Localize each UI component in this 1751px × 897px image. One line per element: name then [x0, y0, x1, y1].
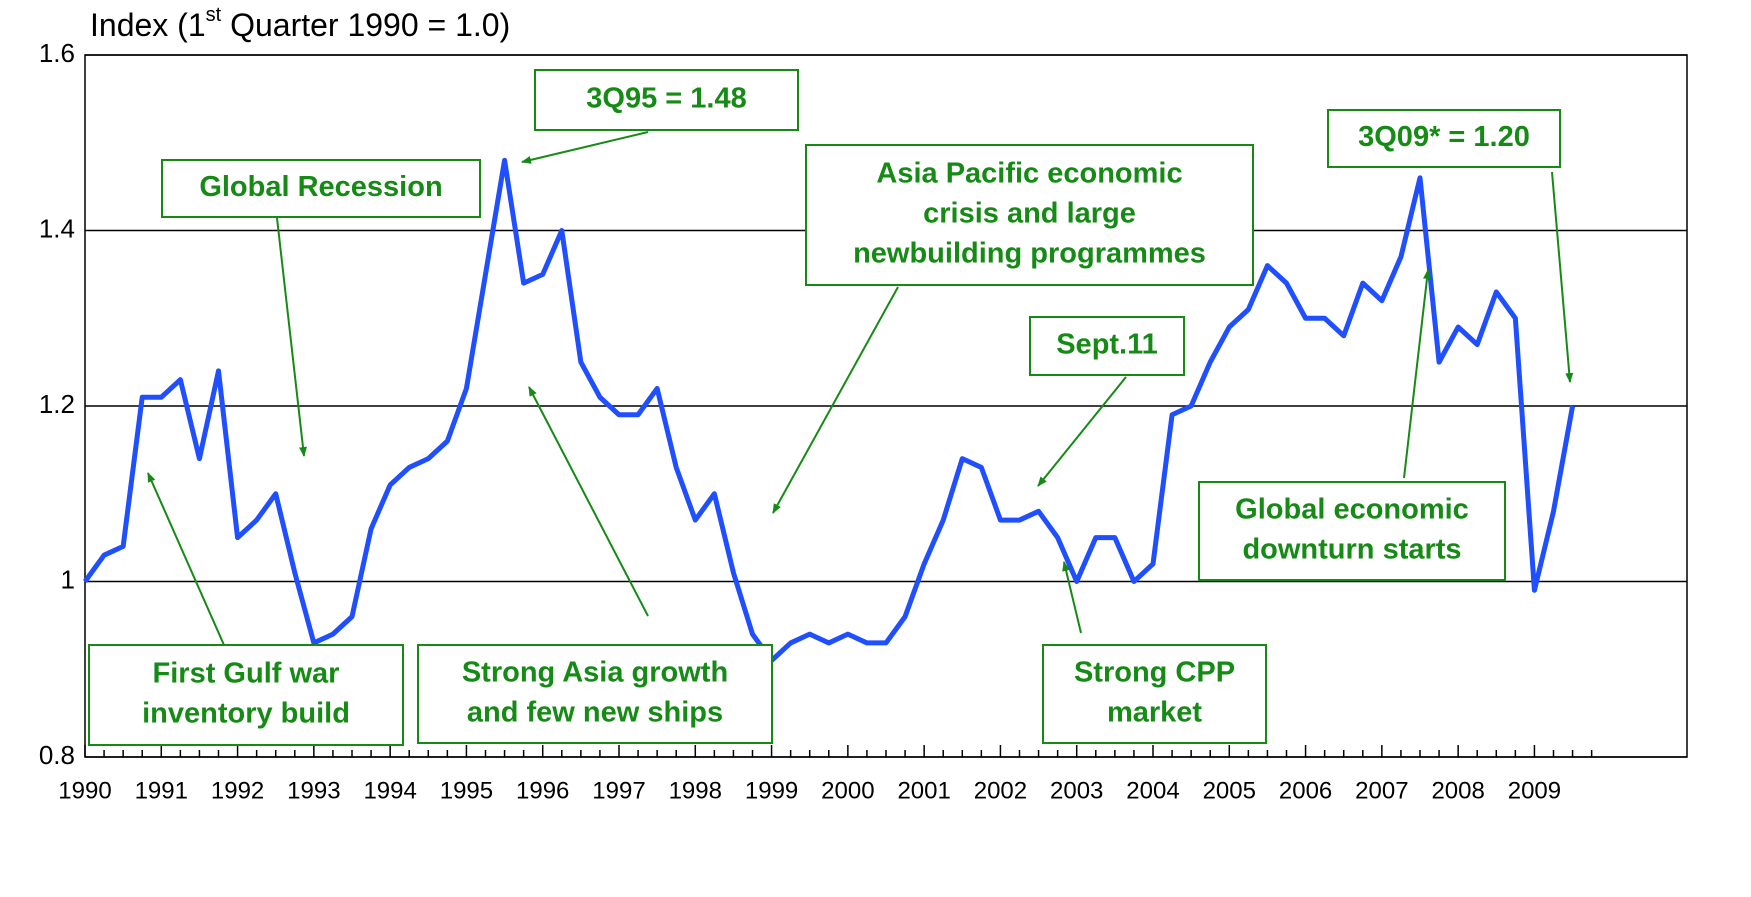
annotation-arrow: [528, 386, 649, 617]
x-tick-label: 1994: [363, 777, 416, 804]
y-tick-label: 1.4: [39, 213, 75, 243]
annotation-arrow: [1403, 269, 1431, 479]
x-tick-label: 2003: [1050, 777, 1103, 804]
series-line: [82, 157, 1576, 663]
annotation-arrow: [521, 131, 649, 164]
title-superscript: st: [206, 4, 222, 26]
annotation-text: Strong CPP: [1074, 657, 1235, 689]
title-part: Index (1: [90, 7, 206, 43]
annotation-text: downturn starts: [1242, 534, 1461, 566]
x-tick-label: 1991: [135, 777, 188, 804]
x-tick-label: 1992: [211, 777, 264, 804]
x-tick-label: 2001: [897, 777, 950, 804]
annotation-text: Sept.11: [1056, 329, 1158, 361]
annotation-text: inventory build: [142, 698, 350, 730]
x-tick-label: 1997: [592, 777, 645, 804]
x-tick-label: 1996: [516, 777, 569, 804]
annotation-text: Asia Pacific economic: [876, 158, 1182, 190]
x-tick-label: 2008: [1431, 777, 1484, 804]
annotation-box: [805, 144, 1254, 286]
annotation-box: [1029, 316, 1185, 376]
annotation-text: First Gulf war: [153, 658, 340, 690]
x-tick-label: 1993: [287, 777, 340, 804]
annotation-box: [1042, 644, 1267, 744]
x-tick-label: 1990: [58, 777, 111, 804]
x-tick-label: 2004: [1126, 777, 1179, 804]
annotation-text: Global economic: [1235, 494, 1469, 526]
x-tick-label: 1999: [745, 777, 798, 804]
annotation-box: [1327, 109, 1561, 168]
annotation-arrow: [1551, 171, 1574, 383]
annotation-text: 3Q95 = 1.48: [586, 83, 746, 115]
annotation-arrow: [1037, 376, 1127, 487]
x-tick-label: 2009: [1508, 777, 1561, 804]
annotation-box: [417, 644, 773, 744]
annotation-arrow: [147, 472, 225, 646]
annotation-text: and few new ships: [467, 697, 723, 729]
x-tick-label: 2002: [974, 777, 1027, 804]
x-tick-label: 2006: [1279, 777, 1332, 804]
x-tick-label: 2005: [1203, 777, 1256, 804]
annotation-box: [1198, 481, 1506, 581]
chart-title: Index (1st Quarter 1990 = 1.0): [90, 4, 510, 43]
y-tick-label: 1.6: [39, 38, 75, 68]
annotation-arrow: [1062, 561, 1082, 634]
annotation-text: newbuilding programmes: [853, 238, 1206, 270]
annotation-text: Global Recession: [199, 171, 442, 203]
annotation-text: 3Q09* = 1.20: [1358, 121, 1530, 153]
x-tick-label: 2007: [1355, 777, 1408, 804]
annotation-text: crisis and large: [923, 198, 1136, 230]
x-tick-label: 1995: [440, 777, 493, 804]
y-tick-label: 0.8: [39, 740, 75, 770]
x-tick-label: 1998: [669, 777, 722, 804]
y-tick-label: 1: [61, 564, 75, 594]
annotation-text: market: [1107, 697, 1202, 729]
annotation-arrow: [276, 217, 307, 457]
x-tick-label: 2000: [821, 777, 874, 804]
annotation-text: Strong Asia growth: [462, 657, 728, 689]
annotation-box: [88, 644, 404, 746]
annotation-arrow: [772, 286, 899, 514]
annotation-box: [161, 159, 481, 218]
title-part: Quarter 1990 = 1.0): [221, 7, 510, 43]
y-tick-label: 1.2: [39, 389, 75, 419]
annotation-box: [534, 69, 799, 131]
